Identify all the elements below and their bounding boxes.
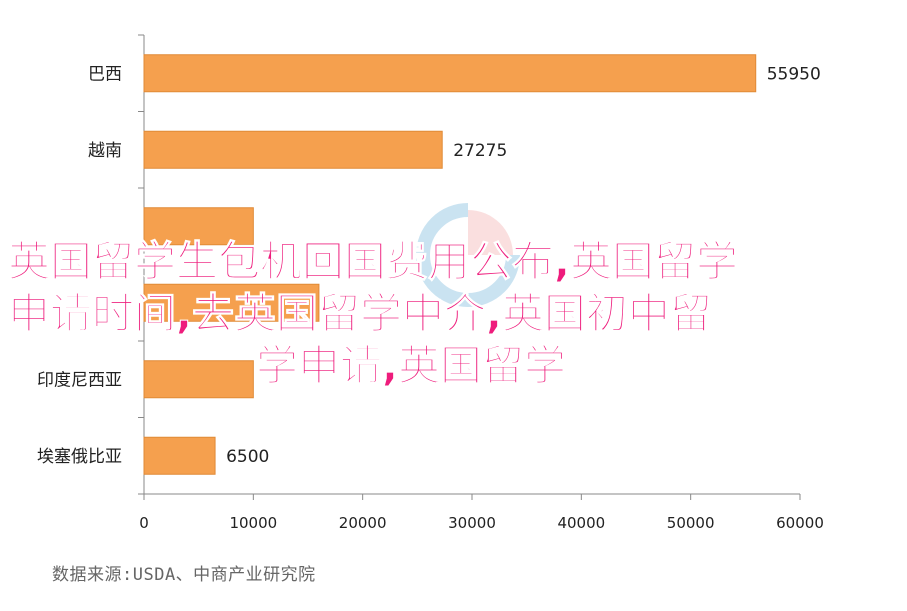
bar-3 bbox=[143, 283, 320, 322]
x-tick-label-3: 30000 bbox=[448, 514, 496, 532]
x-tick-label-5: 50000 bbox=[667, 514, 715, 532]
overlay-title-line1: 英国留学生包机回国费用公布,英国留学 bbox=[8, 237, 739, 287]
x-tick-label-4: 40000 bbox=[557, 514, 605, 532]
value-label-5: 6500 bbox=[226, 447, 269, 467]
bar-0 bbox=[143, 54, 757, 93]
x-ticks-group: 0 10000 20000 30000 40000 50000 60000 bbox=[139, 494, 824, 532]
value-label-1: 27275 bbox=[453, 141, 507, 161]
category-label-4: 印度尼西亚 bbox=[37, 370, 122, 390]
bar-5 bbox=[143, 436, 216, 475]
x-tick-label-0: 0 bbox=[139, 514, 149, 532]
overlay-title-line3: 学申请,英国留学 bbox=[256, 341, 567, 391]
bar-2 bbox=[143, 207, 254, 246]
watermark-logo bbox=[408, 200, 528, 314]
category-label-1: 越南 bbox=[88, 141, 122, 161]
data-source-note: 数据来源:USDA、中商产业研究院 bbox=[52, 565, 316, 585]
x-tick-label-1: 10000 bbox=[229, 514, 277, 532]
category-label-0: 巴西 bbox=[88, 64, 122, 84]
x-tick-label-2: 20000 bbox=[339, 514, 387, 532]
bar-1 bbox=[143, 130, 443, 169]
value-label-0: 55950 bbox=[767, 64, 821, 84]
bar-4 bbox=[143, 360, 254, 399]
category-label-5: 埃塞俄比亚 bbox=[37, 447, 122, 467]
x-tick-label-6: 60000 bbox=[776, 514, 824, 532]
overlay-title-line2: 申请时间,去英国留学中介,英国初中留 bbox=[8, 289, 713, 339]
